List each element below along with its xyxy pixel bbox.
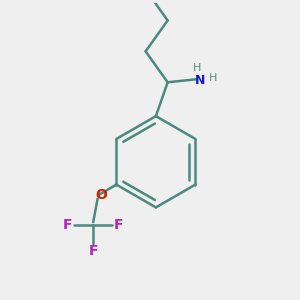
Text: F: F	[88, 244, 98, 258]
Text: O: O	[95, 188, 107, 202]
Text: F: F	[114, 218, 124, 232]
Text: H: H	[193, 63, 201, 73]
Text: H: H	[208, 73, 217, 83]
Text: F: F	[63, 218, 72, 232]
Text: N: N	[195, 74, 205, 87]
